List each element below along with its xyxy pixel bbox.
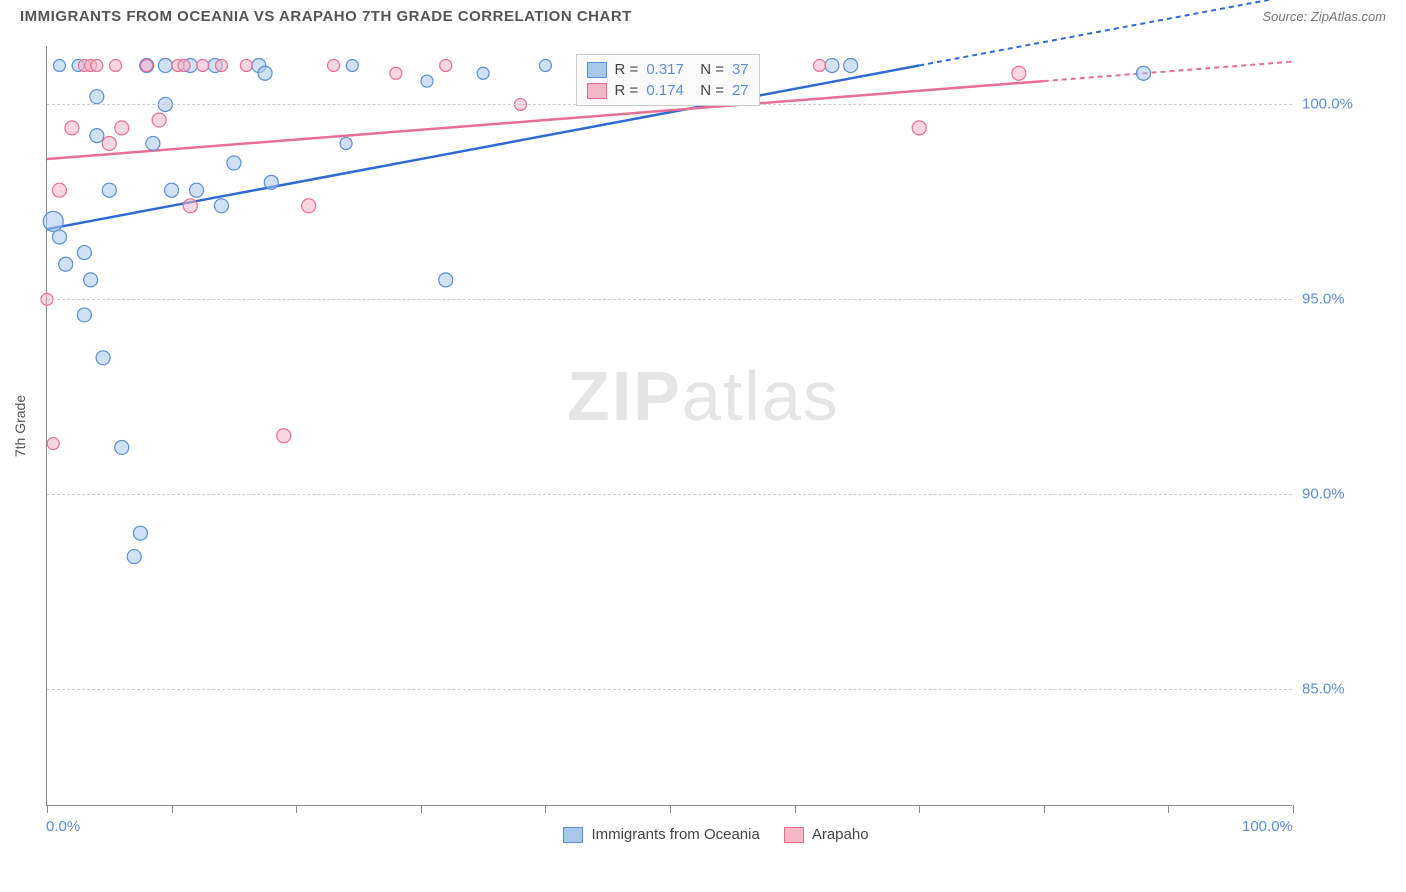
data-point bbox=[215, 59, 227, 71]
data-point bbox=[65, 121, 79, 135]
x-tick bbox=[1168, 805, 1169, 813]
x-tick bbox=[421, 805, 422, 813]
data-point bbox=[264, 175, 278, 189]
data-point bbox=[133, 526, 147, 540]
data-point bbox=[43, 211, 63, 231]
data-point bbox=[825, 58, 839, 72]
correlation-legend-row: R = 0.317 N = 37 bbox=[587, 59, 749, 80]
data-point bbox=[127, 550, 141, 564]
x-tick bbox=[1044, 805, 1045, 813]
data-point bbox=[141, 59, 153, 71]
data-point bbox=[158, 58, 172, 72]
data-point bbox=[227, 156, 241, 170]
data-point bbox=[258, 66, 272, 80]
data-point bbox=[477, 67, 489, 79]
x-tick bbox=[172, 805, 173, 813]
x-tick bbox=[47, 805, 48, 813]
r-value: 0.174 bbox=[646, 82, 684, 99]
data-point bbox=[346, 59, 358, 71]
data-point bbox=[110, 59, 122, 71]
data-point bbox=[102, 136, 116, 150]
data-point bbox=[77, 308, 91, 322]
gridline bbox=[47, 494, 1292, 495]
gridline bbox=[47, 299, 1292, 300]
data-point bbox=[421, 75, 433, 87]
legend-swatch bbox=[563, 827, 583, 843]
data-point bbox=[190, 183, 204, 197]
data-point bbox=[439, 273, 453, 287]
r-label: R = bbox=[615, 61, 639, 78]
x-tick-label: 100.0% bbox=[1242, 818, 1293, 835]
data-point bbox=[197, 59, 209, 71]
data-point bbox=[152, 113, 166, 127]
data-point bbox=[115, 440, 129, 454]
data-point bbox=[214, 199, 228, 213]
y-tick-label: 100.0% bbox=[1302, 96, 1353, 113]
data-point bbox=[53, 59, 65, 71]
chart-title: IMMIGRANTS FROM OCEANIA VS ARAPAHO 7TH G… bbox=[20, 8, 632, 25]
data-point bbox=[84, 273, 98, 287]
correlation-legend: R = 0.317 N = 37R = 0.174 N = 27 bbox=[576, 54, 760, 106]
data-point bbox=[814, 59, 826, 71]
plot-wrapper: ZIPatlas 7th Grade R = 0.317 N = 37R = 0… bbox=[46, 46, 1386, 806]
data-point bbox=[440, 59, 452, 71]
n-label: N = bbox=[692, 82, 724, 99]
data-point bbox=[178, 59, 190, 71]
data-point bbox=[240, 59, 252, 71]
n-value: 27 bbox=[732, 82, 749, 99]
gridline bbox=[47, 689, 1292, 690]
data-point bbox=[912, 121, 926, 135]
scatter-points bbox=[47, 46, 1292, 805]
data-point bbox=[90, 129, 104, 143]
data-point bbox=[328, 59, 340, 71]
r-value: 0.317 bbox=[646, 61, 684, 78]
data-point bbox=[390, 67, 402, 79]
legend-swatch bbox=[587, 62, 607, 78]
n-value: 37 bbox=[732, 61, 749, 78]
legend-swatch bbox=[587, 83, 607, 99]
data-point bbox=[844, 58, 858, 72]
correlation-legend-row: R = 0.174 N = 27 bbox=[587, 80, 749, 101]
x-tick bbox=[919, 805, 920, 813]
y-tick-label: 95.0% bbox=[1302, 291, 1345, 308]
plot-area: ZIPatlas bbox=[46, 46, 1292, 806]
source-attribution: Source: ZipAtlas.com bbox=[1262, 9, 1386, 24]
data-point bbox=[277, 429, 291, 443]
data-point bbox=[539, 59, 551, 71]
y-axis-label: 7th Grade bbox=[12, 395, 28, 457]
data-point bbox=[59, 257, 73, 271]
legend-swatch bbox=[784, 827, 804, 843]
x-tick bbox=[1293, 805, 1294, 813]
x-tick bbox=[795, 805, 796, 813]
data-point bbox=[90, 90, 104, 104]
data-point bbox=[183, 199, 197, 213]
data-point bbox=[96, 351, 110, 365]
data-point bbox=[102, 183, 116, 197]
legend-label: Arapaho bbox=[812, 826, 869, 843]
data-point bbox=[1012, 66, 1026, 80]
y-tick-label: 90.0% bbox=[1302, 486, 1345, 503]
x-tick bbox=[545, 805, 546, 813]
data-point bbox=[77, 246, 91, 260]
data-point bbox=[340, 137, 352, 149]
data-point bbox=[165, 183, 179, 197]
series-legend: Immigrants from Oceania Arapaho bbox=[46, 826, 1386, 843]
y-tick-label: 85.0% bbox=[1302, 681, 1345, 698]
x-tick bbox=[670, 805, 671, 813]
data-point bbox=[52, 183, 66, 197]
r-label: R = bbox=[615, 82, 639, 99]
data-point bbox=[115, 121, 129, 135]
n-label: N = bbox=[692, 61, 724, 78]
data-point bbox=[52, 230, 66, 244]
legend-item: Arapaho bbox=[784, 826, 869, 843]
legend-item: Immigrants from Oceania bbox=[563, 826, 759, 843]
data-point bbox=[91, 59, 103, 71]
legend-label: Immigrants from Oceania bbox=[591, 826, 759, 843]
data-point bbox=[302, 199, 316, 213]
data-point bbox=[1136, 66, 1150, 80]
data-point bbox=[146, 136, 160, 150]
x-tick bbox=[296, 805, 297, 813]
data-point bbox=[47, 438, 59, 450]
x-tick-label: 0.0% bbox=[46, 818, 80, 835]
